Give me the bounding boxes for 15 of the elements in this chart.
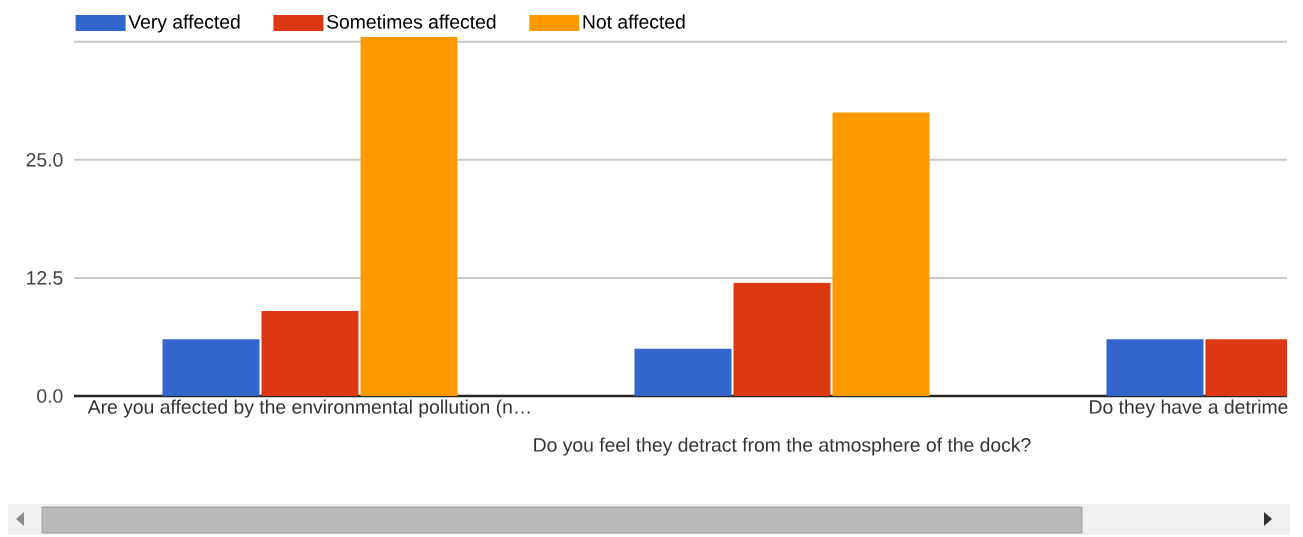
legend-label: Not affected (583, 14, 685, 29)
bar (634, 348, 732, 396)
bar (832, 112, 930, 396)
x-tick-label: Do you feel they detract from the atmosphere of the dock? (534, 437, 1031, 456)
legend-label: Sometimes affected (326, 14, 496, 29)
x-tick-label: Are you affected by the environmental pollution (n… (87, 399, 530, 418)
bar (733, 282, 831, 396)
legend-label: Very affected (128, 14, 240, 33)
bar (360, 37, 458, 396)
y-tick-label: 25.0 (26, 152, 63, 167)
bar (261, 310, 359, 396)
y-tick-label: 12.5 (27, 271, 63, 285)
x-tick-label: Do they have a detrime (1090, 399, 1288, 418)
y-tick-label: 0.0 (37, 389, 63, 403)
bar (162, 339, 260, 396)
